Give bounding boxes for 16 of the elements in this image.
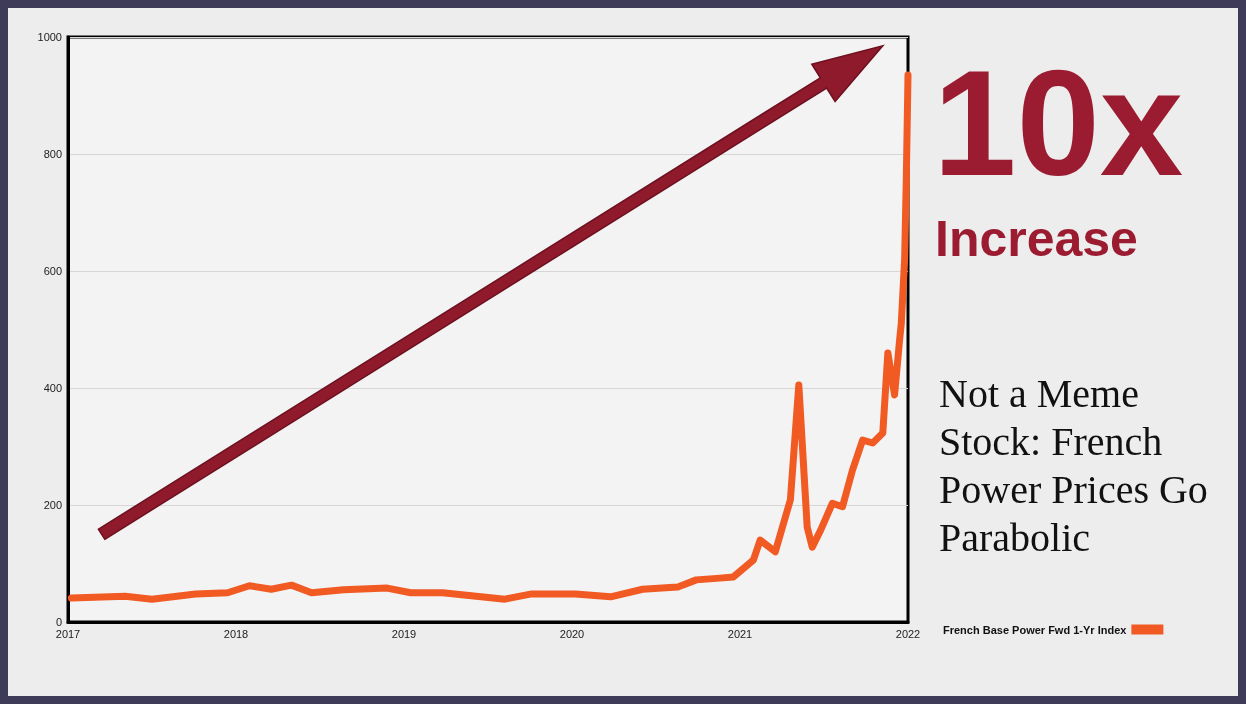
y-tick-label: 200 xyxy=(43,499,62,511)
x-tick-label: 2022 xyxy=(895,627,921,640)
y-tick-label: 0 xyxy=(55,616,62,628)
y-tick-label: 800 xyxy=(43,148,62,160)
x-tick-label: 2021 xyxy=(727,627,753,640)
y-tick-label: 400 xyxy=(43,382,62,394)
text: Not a Meme Stock: French Power Prices Go Parabolic xyxy=(939,370,1218,560)
legend-label: French Base Power Fwd 1-Yr Index xyxy=(942,623,1128,636)
x-tick-label: 2019 xyxy=(391,627,417,640)
text: 10x xyxy=(933,39,1184,207)
text: Increase xyxy=(935,211,1138,267)
x-tick-label: 2017 xyxy=(55,627,81,640)
x-tick-label: 2020 xyxy=(559,627,585,640)
y-tick-label: 1000 xyxy=(37,31,62,43)
x-tick-label: 2018 xyxy=(223,627,249,640)
y-tick-label: 600 xyxy=(43,265,62,277)
